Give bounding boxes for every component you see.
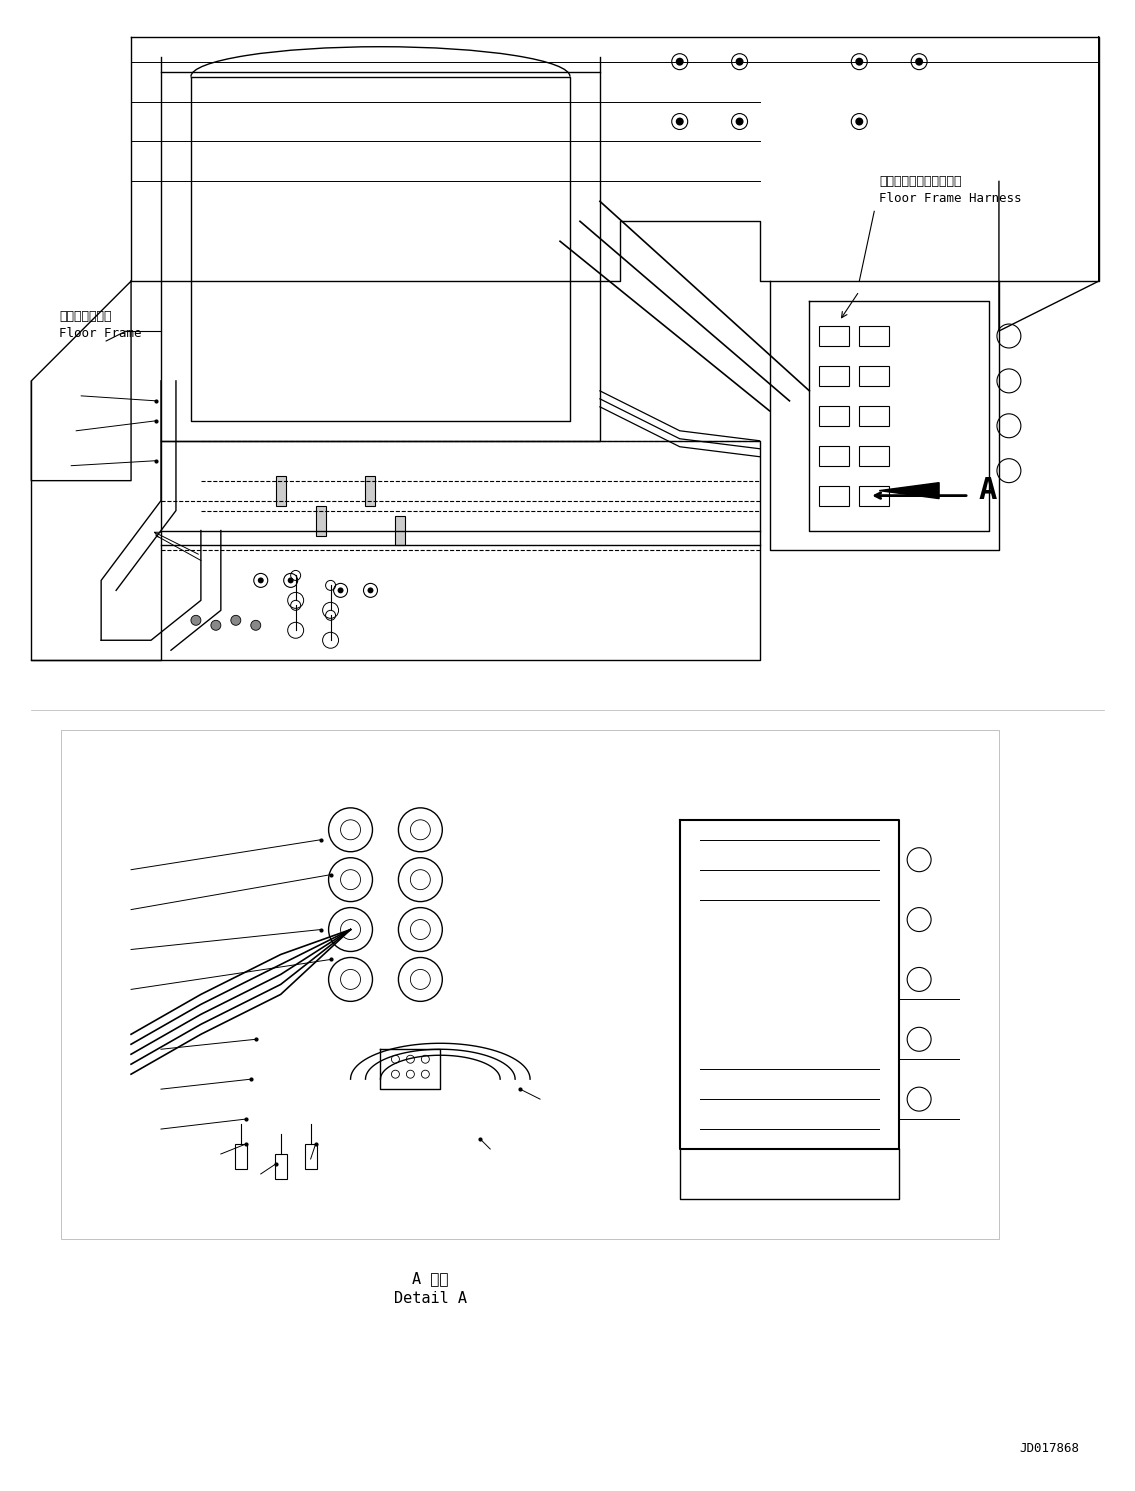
Bar	[859, 446, 889, 465]
Circle shape	[675, 118, 683, 125]
Bar	[276, 476, 286, 505]
Bar	[819, 406, 849, 426]
Circle shape	[368, 587, 373, 593]
Text: フロアフレーム: フロアフレーム	[59, 310, 111, 322]
Bar	[859, 406, 889, 426]
Bar	[819, 446, 849, 465]
Text: フロアフレームハーネス: フロアフレームハーネス	[880, 174, 961, 188]
Circle shape	[915, 58, 923, 66]
Text: Floor Frame: Floor Frame	[59, 327, 142, 340]
Bar	[275, 1154, 287, 1179]
Bar	[316, 505, 326, 535]
Bar	[819, 365, 849, 386]
Text: A: A	[980, 476, 998, 505]
Bar	[859, 486, 889, 505]
Bar	[859, 327, 889, 346]
Circle shape	[735, 118, 743, 125]
Text: JD017868: JD017868	[1019, 1442, 1079, 1455]
Bar	[365, 476, 376, 505]
Text: Detail A: Detail A	[394, 1291, 466, 1306]
Circle shape	[337, 587, 344, 593]
Circle shape	[856, 58, 864, 66]
Circle shape	[258, 577, 263, 583]
Bar	[819, 327, 849, 346]
Circle shape	[675, 58, 683, 66]
Bar	[819, 486, 849, 505]
Circle shape	[211, 620, 221, 631]
Circle shape	[735, 58, 743, 66]
Circle shape	[287, 577, 294, 583]
Bar	[304, 1144, 317, 1169]
Bar	[61, 731, 999, 1239]
Bar	[235, 1144, 246, 1169]
Circle shape	[191, 616, 201, 625]
Circle shape	[230, 616, 241, 625]
Circle shape	[251, 620, 261, 631]
Text: A 詳細: A 詳細	[412, 1272, 448, 1287]
Bar	[395, 516, 405, 546]
Polygon shape	[880, 483, 939, 498]
Text: Floor Frame Harness: Floor Frame Harness	[880, 192, 1022, 204]
Circle shape	[856, 118, 864, 125]
Bar	[859, 365, 889, 386]
